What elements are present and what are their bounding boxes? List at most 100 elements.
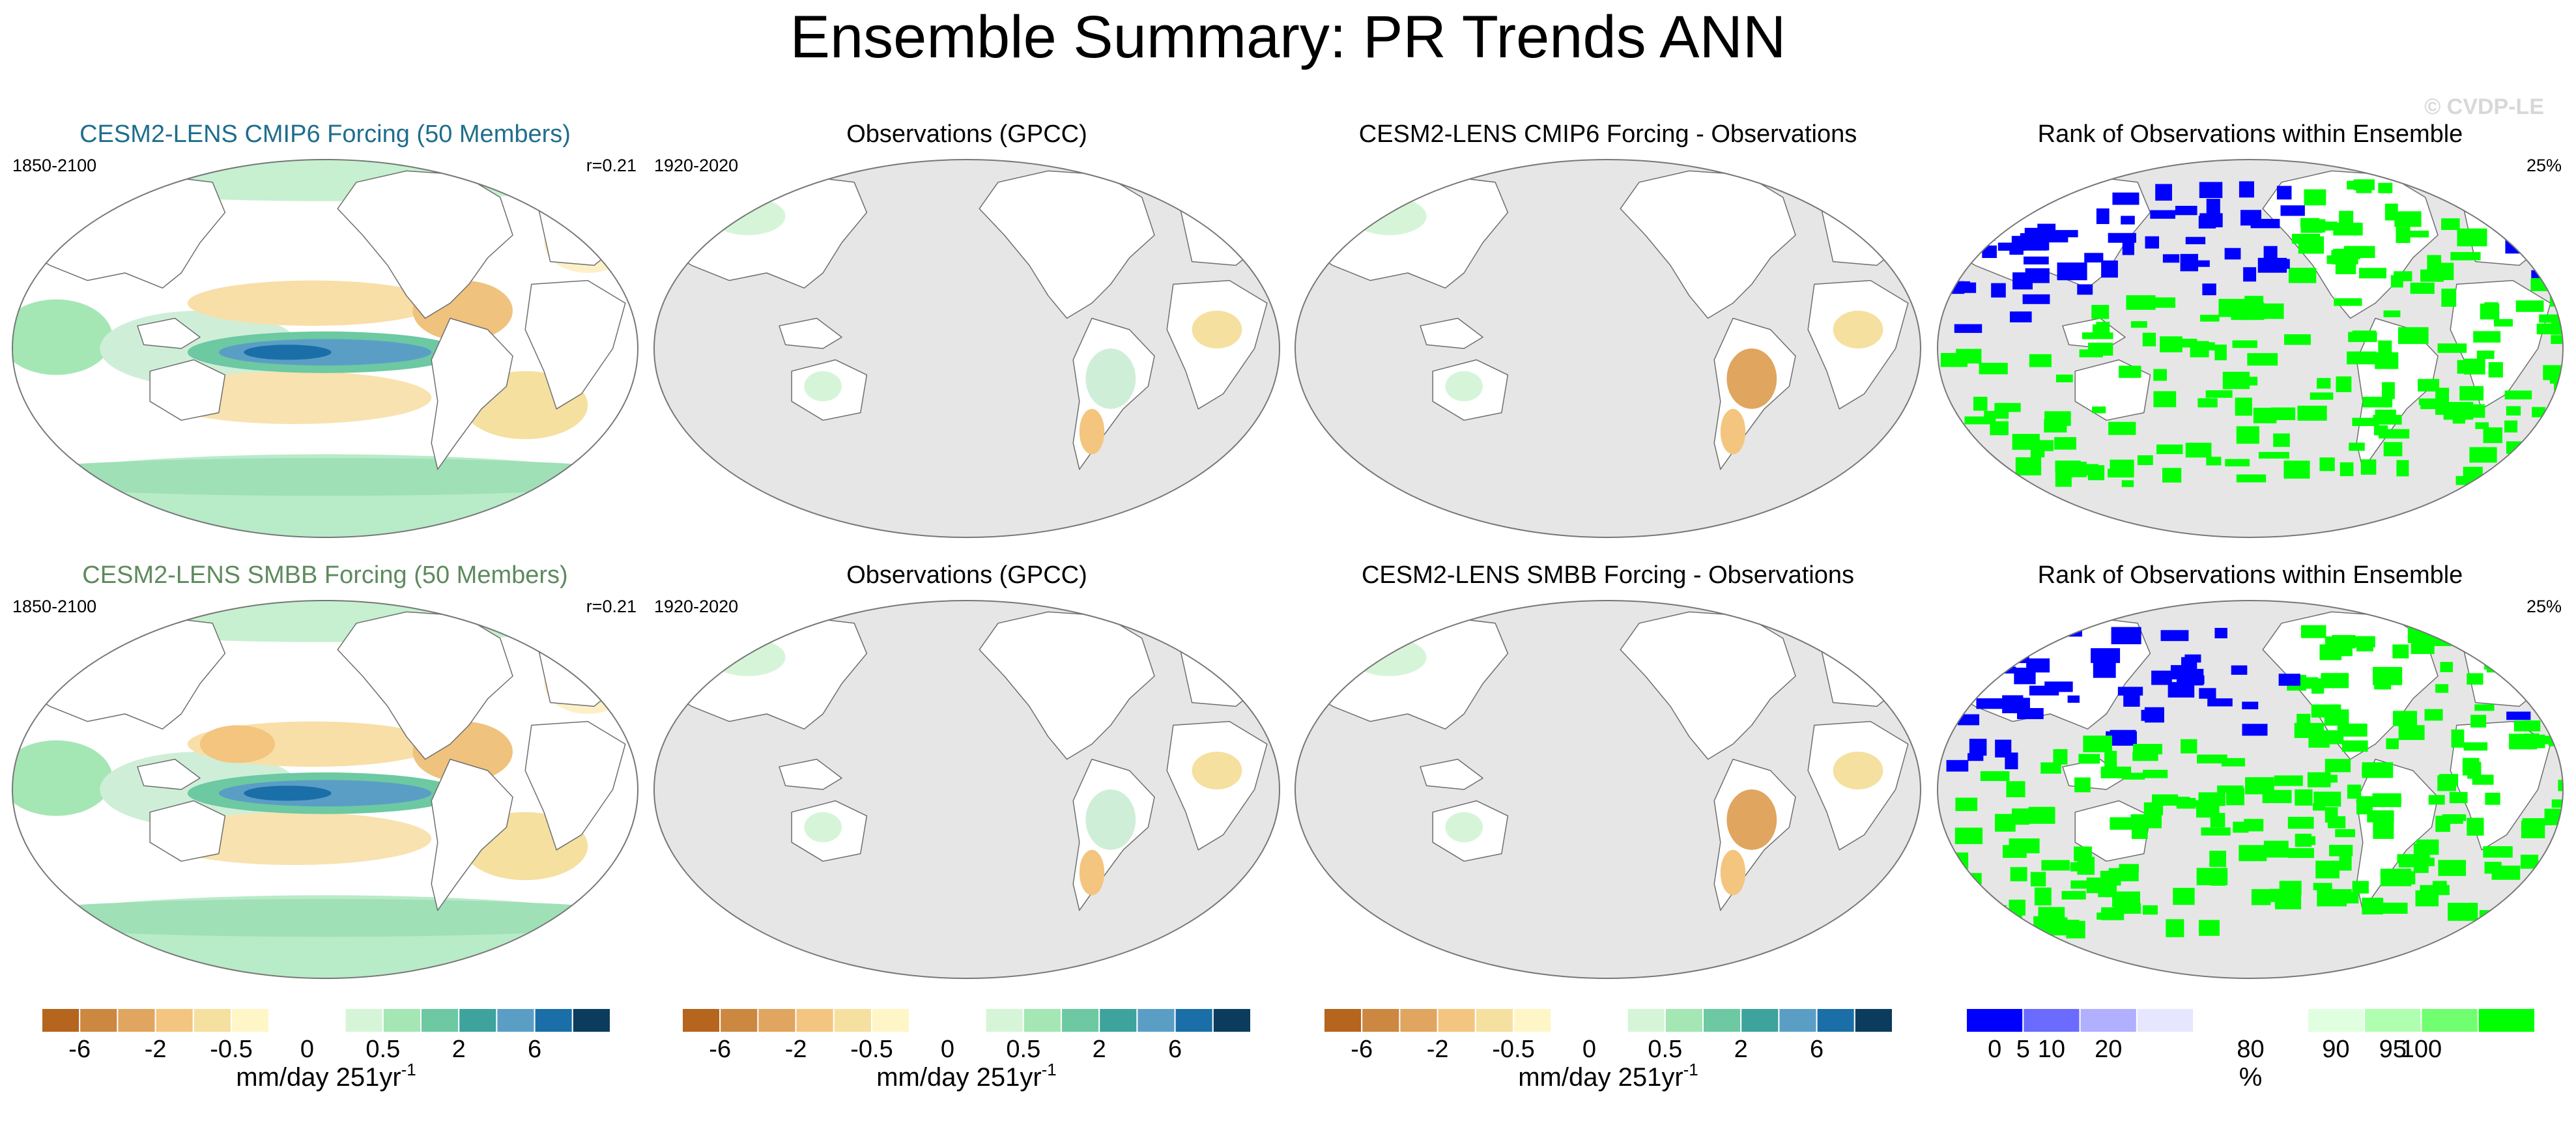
rank-cell (2372, 793, 2401, 808)
colorbar-tick-label: 90 (2322, 1036, 2349, 1063)
colorbar-tick-label: -6 (709, 1036, 731, 1063)
rank-cell (2545, 277, 2558, 285)
land-south-america (431, 317, 513, 470)
rank-cell (2012, 622, 2042, 636)
colorbar-tick-label: 2 (452, 1036, 466, 1063)
rank-cell (2143, 769, 2168, 778)
rank-cell (2398, 725, 2425, 741)
rank-cell (1973, 239, 1988, 248)
rank-cell (2197, 398, 2218, 408)
rank-cell (2452, 413, 2465, 424)
rank-cell (2121, 216, 2135, 225)
rank-cell (2397, 854, 2417, 864)
rank-cell (2054, 437, 2076, 450)
rank-cell (2555, 404, 2563, 419)
rank-cell (2317, 889, 2347, 907)
colorbar-swatch (2306, 1008, 2366, 1033)
rank-cell (2352, 881, 2369, 894)
rank-cell (2108, 468, 2128, 477)
rank-cell (2424, 709, 2443, 721)
rank-cell (2112, 891, 2140, 907)
colorbar-swatch (1513, 1008, 1553, 1033)
rank-cell (2104, 750, 2117, 769)
rank-cell (2451, 729, 2465, 748)
rank-cell (2545, 692, 2561, 703)
rank-cell (2410, 282, 2435, 294)
rank-cell (2378, 182, 2393, 193)
rank-cell (2432, 186, 2454, 196)
rank-cell (2101, 260, 2118, 278)
rank-cell (2218, 298, 2247, 317)
rank-cell (2110, 817, 2140, 830)
rank-cell (2196, 868, 2228, 886)
colorbar-swatch (1399, 1008, 1438, 1033)
rank-cell (2300, 625, 2326, 638)
rank-cell (2432, 881, 2447, 889)
rank-cell (2543, 735, 2563, 745)
colorbar-units-label: mm/day 251yr-1 (1518, 1060, 1698, 1092)
rank-cell (2517, 197, 2530, 213)
colorbar-swatch (2250, 1008, 2308, 1033)
colorbar-swatch (571, 1008, 611, 1033)
rank-cell (2024, 227, 2039, 240)
rank-cell (1958, 714, 1980, 726)
australia-wet (804, 371, 842, 402)
siberia-wet (710, 638, 786, 676)
rank-cell (2258, 451, 2289, 459)
rank-cell (2334, 298, 2362, 306)
rank-cell (2340, 462, 2354, 477)
rank-cell (2394, 271, 2412, 281)
colorbar-tick-label: -6 (68, 1036, 91, 1063)
colorbar-swatch (1361, 1008, 1401, 1033)
colorbar-tick-label: 2 (1734, 1036, 1748, 1063)
africa-dry (1192, 752, 1242, 789)
rank-cell (2528, 635, 2545, 653)
equatorial-pacific-core (244, 786, 332, 801)
colorbar-swatch (2477, 1008, 2536, 1033)
rank-cell (2239, 845, 2267, 862)
rank-cell (2325, 759, 2351, 773)
rank-cell (2313, 791, 2341, 807)
rank-cell (2231, 665, 2248, 675)
colorbar-cb-trend-1: -6 -2 -0.5 0 0.5 2 6 mm/day 251yr-1 (41, 1008, 611, 1092)
rank-cell (2396, 460, 2409, 477)
rank-cell (2543, 448, 2560, 457)
rank-cell (2333, 222, 2363, 236)
rank-cell (2078, 754, 2100, 764)
rank-cell (2021, 182, 2048, 199)
rank-cell (2137, 455, 2153, 465)
rank-cell (2297, 405, 2327, 421)
colorbar-swatch (231, 1008, 270, 1033)
rank-cell (2392, 644, 2409, 659)
map-area-rank1 (1938, 160, 2563, 537)
rank-cell (2335, 261, 2356, 274)
rank-cell (2418, 398, 2436, 405)
rank-cell (1951, 694, 1969, 706)
rank-cell (2463, 466, 2483, 479)
colorbar-swatch (154, 1008, 194, 1033)
indian-ocean-wet (12, 740, 113, 816)
rank-cell (1976, 698, 2007, 709)
colorbar-swatch (1022, 1008, 1063, 1033)
panel-title-obs1: Observations (GPCC) (846, 121, 1087, 148)
rank-cell (2052, 416, 2065, 429)
rank-cell (2484, 302, 2498, 318)
colorbar-swatch (1061, 1008, 1100, 1033)
rank-cell (2067, 695, 2080, 703)
rank-cell (2373, 666, 2403, 685)
rank-cell (2055, 375, 2073, 382)
rank-cell (2545, 264, 2560, 274)
rank-cell (2145, 236, 2159, 249)
rank-cell (2327, 816, 2346, 829)
land-maritime-islands (1420, 758, 1483, 790)
rank-cell (2539, 314, 2563, 323)
rank-cell (2130, 321, 2147, 328)
rank-cell (2200, 315, 2220, 322)
rank-cell (2009, 245, 2024, 255)
rank-cell (2413, 856, 2429, 873)
rank-cell (2224, 248, 2241, 260)
rank-cell (2394, 211, 2422, 227)
rank-cell (2433, 183, 2461, 195)
rank-cell (2155, 184, 2172, 201)
